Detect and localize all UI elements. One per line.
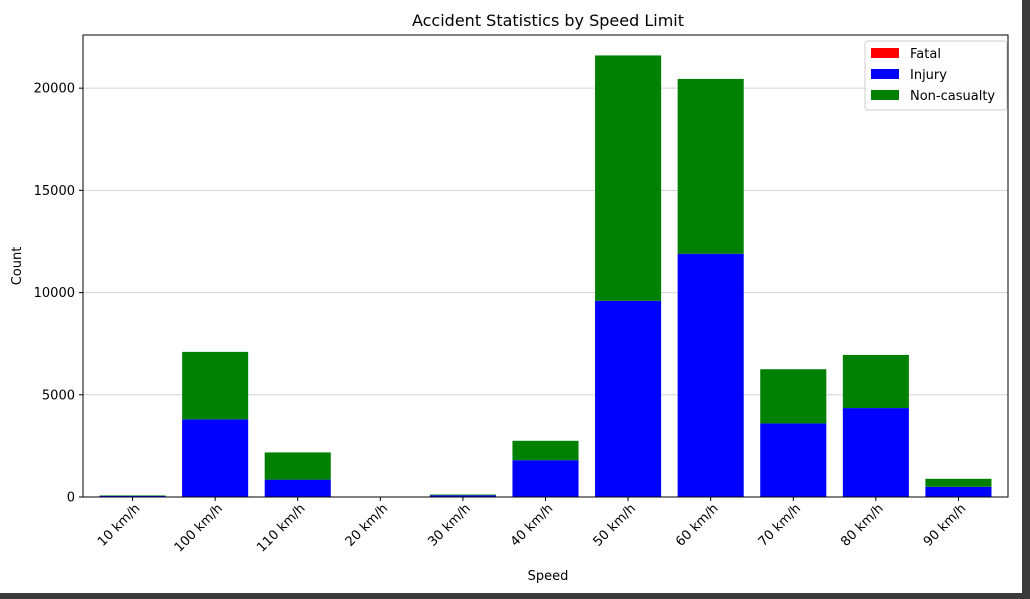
x-axis: 10 km/h 100 km/h 110 km/h 20 km/h 30 km/h 40 … — [95, 497, 969, 556]
chart-title: Accident Statistics by Speed Limit — [412, 11, 684, 30]
x-tick-label: 100 km/h — [172, 501, 226, 555]
bar-non-casualty-110-km-h — [264, 452, 331, 480]
y-tick-label: 10000 — [34, 286, 75, 301]
bar-injury-90-km-h — [925, 486, 992, 497]
x-tick-label: 10 km/h — [95, 501, 143, 549]
x-tick-label: 90 km/h — [921, 501, 969, 549]
legend-swatch-injury — [871, 69, 899, 79]
bar-non-casualty-40-km-h — [512, 440, 579, 461]
y-tick-label: 5000 — [42, 388, 75, 403]
legend-label-fatal: Fatal — [910, 47, 941, 62]
bar-injury-60-km-h — [677, 253, 744, 497]
bar-non-casualty-100-km-h — [182, 351, 249, 420]
y-axis-label: Count — [10, 247, 25, 286]
x-tick-label: 20 km/h — [343, 501, 391, 549]
legend-swatch-fatal — [871, 48, 899, 58]
y-axis: 0 5000 10000 15000 20000 — [34, 82, 83, 506]
y-tick-label: 15000 — [34, 184, 75, 199]
bar-injury-100-km-h — [182, 419, 249, 497]
bar-non-casualty-90-km-h — [925, 478, 992, 487]
bar-injury-30-km-h — [429, 495, 496, 497]
legend: Fatal Injury Non-casualty — [864, 40, 1008, 111]
x-tick-label: 70 km/h — [756, 501, 804, 549]
legend-label-injury: Injury — [910, 68, 947, 83]
bar-injury-70-km-h — [760, 423, 827, 497]
x-tick-label: 40 km/h — [508, 501, 556, 549]
x-tick-label: 80 km/h — [838, 501, 886, 549]
bar-non-casualty-60-km-h — [677, 78, 744, 254]
x-tick-label: 110 km/h — [254, 501, 308, 555]
bar-injury-50-km-h — [595, 300, 662, 497]
bars-layer — [99, 55, 992, 497]
bar-non-casualty-80-km-h — [842, 354, 909, 409]
bar-injury-40-km-h — [512, 460, 579, 497]
x-tick-label: 30 km/h — [425, 501, 473, 549]
bar-non-casualty-10-km-h — [99, 495, 166, 496]
x-axis-label: Speed — [528, 569, 569, 584]
legend-label-non-casualty: Non-casualty — [910, 89, 995, 104]
bar-injury-10-km-h — [99, 495, 166, 497]
bar-non-casualty-50-km-h — [595, 55, 662, 301]
x-tick-label: 60 km/h — [673, 501, 721, 549]
x-tick-label: 50 km/h — [590, 501, 638, 549]
legend-box — [864, 40, 1008, 111]
bar-injury-110-km-h — [264, 479, 331, 497]
bar-injury-80-km-h — [842, 408, 909, 497]
bar-non-casualty-70-km-h — [760, 369, 827, 424]
y-tick-label: 20000 — [34, 82, 75, 97]
y-tick-label: 0 — [67, 491, 75, 506]
bar-non-casualty-30-km-h — [429, 494, 496, 496]
legend-swatch-non-casualty — [871, 90, 899, 100]
